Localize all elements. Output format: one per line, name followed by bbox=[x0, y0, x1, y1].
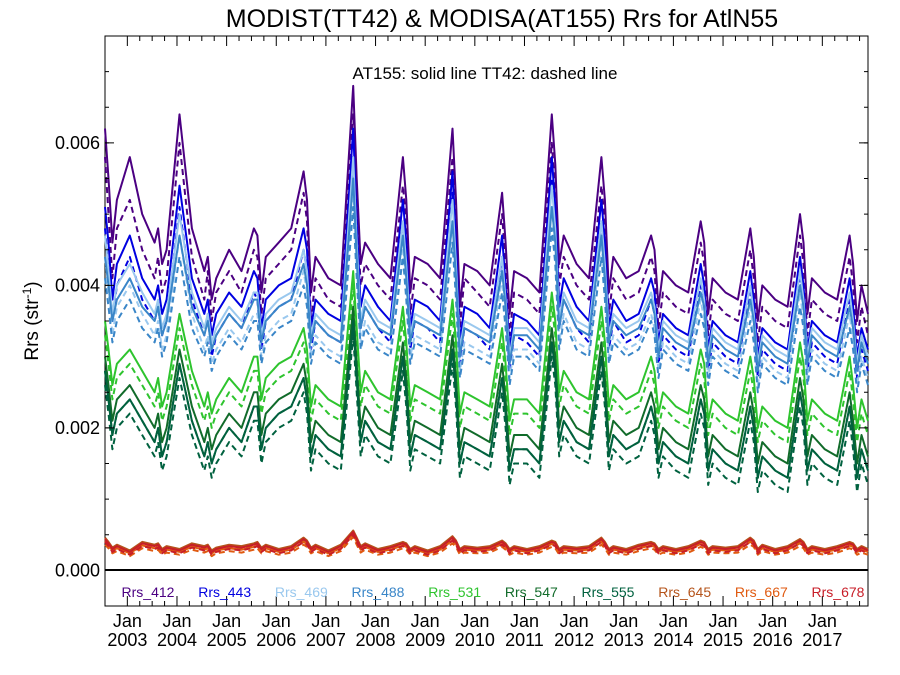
x-tick-label-year: 2014 bbox=[653, 630, 693, 650]
y-axis-label-close: ) bbox=[22, 281, 43, 287]
series-line-Rrs_555-dashed bbox=[104, 334, 869, 493]
legend-item-Rrs_678: Rrs_678 bbox=[812, 584, 865, 600]
x-tick-label-year: 2016 bbox=[753, 630, 793, 650]
y-axis-label-superscript: -1 bbox=[20, 287, 34, 298]
x-tick-label-year: 2004 bbox=[157, 630, 197, 650]
chart-title: MODIST(TT42) & MODISA(AT155) Rrs for Atl… bbox=[226, 5, 778, 33]
series-line-Rrs_547-solid bbox=[104, 305, 869, 465]
x-tick-label-year: 2008 bbox=[356, 630, 396, 650]
legend-item-Rrs_555: Rrs_555 bbox=[582, 584, 635, 600]
x-tick-label-year: 2010 bbox=[455, 630, 495, 650]
x-tick-label-month: Jan bbox=[808, 611, 837, 631]
x-axis-ticks: Jan2003Jan2004Jan2005Jan2006Jan2007Jan20… bbox=[107, 36, 861, 650]
x-tick-label-year: 2005 bbox=[207, 630, 247, 650]
series-line-Rrs_443-solid bbox=[104, 127, 869, 358]
y-axis-label: Rrs (str-1) bbox=[20, 281, 43, 360]
x-tick-label-month: Jan bbox=[262, 611, 291, 631]
series-line-Rrs_667-dashed bbox=[104, 535, 869, 558]
x-tick-label-month: Jan bbox=[659, 611, 688, 631]
series-Rrs_412 bbox=[104, 84, 869, 344]
x-tick-label-year: 2011 bbox=[505, 630, 544, 650]
x-tick-label-year: 2006 bbox=[256, 630, 296, 650]
legend-item-Rrs_547: Rrs_547 bbox=[505, 584, 558, 600]
x-tick-label-month: Jan bbox=[361, 611, 390, 631]
x-tick-label-month: Jan bbox=[709, 611, 738, 631]
legend-item-Rrs_667: Rrs_667 bbox=[735, 584, 788, 600]
x-tick-label-year: 2012 bbox=[554, 630, 594, 650]
x-tick-label-month: Jan bbox=[212, 611, 241, 631]
series-Rrs_488 bbox=[104, 177, 869, 394]
series-line-Rrs_555-solid bbox=[104, 320, 869, 479]
series-line-Rrs_531-solid bbox=[104, 270, 869, 429]
x-tick-label-year: 2003 bbox=[107, 630, 147, 650]
legend-item-Rrs_645: Rrs_645 bbox=[658, 584, 711, 600]
series-line-Rrs_678-solid bbox=[104, 530, 869, 553]
legend: Rrs_412 Rrs_443 Rrs_469 Rrs_488 Rrs_531 Rrs_5… bbox=[122, 584, 865, 600]
y-axis-ticks: 0.000 0.002 0.004 0.006 bbox=[55, 71, 868, 580]
series-line-Rrs_488-solid bbox=[104, 177, 869, 372]
y-tick-label: 0.006 bbox=[55, 133, 100, 153]
x-tick-label-month: Jan bbox=[460, 611, 489, 631]
series-line-Rrs_412-solid bbox=[104, 84, 869, 322]
series-line-Rrs_678-dashed bbox=[104, 533, 869, 556]
x-tick-label-month: Jan bbox=[758, 611, 787, 631]
line-style-annotation: AT155: solid line TT42: dashed line bbox=[353, 64, 618, 83]
y-tick-label: 0.004 bbox=[55, 275, 100, 295]
series-Rrs_555 bbox=[104, 320, 869, 493]
x-tick-label-month: Jan bbox=[113, 611, 142, 631]
legend-item-Rrs_469: Rrs_469 bbox=[275, 584, 328, 600]
x-tick-label-year: 2013 bbox=[604, 630, 644, 650]
series-Rrs_678 bbox=[104, 530, 869, 556]
series-Rrs_469 bbox=[104, 156, 869, 387]
series-layer bbox=[104, 84, 869, 558]
y-tick-label: 0.000 bbox=[55, 560, 100, 580]
x-tick-label-month: Jan bbox=[311, 611, 340, 631]
legend-item-Rrs_412: Rrs_412 bbox=[122, 584, 175, 600]
x-tick-label-month: Jan bbox=[162, 611, 191, 631]
series-line-Rrs_469-dashed bbox=[104, 184, 869, 387]
y-axis-label-main: Rrs (str bbox=[22, 298, 43, 361]
x-tick-label-year: 2007 bbox=[306, 630, 346, 650]
x-tick-label-year: 2009 bbox=[405, 630, 445, 650]
x-tick-label-year: 2015 bbox=[703, 630, 743, 650]
x-tick-label-month: Jan bbox=[609, 611, 638, 631]
x-tick-label-year: 2017 bbox=[802, 630, 842, 650]
series-line-Rrs_645-solid bbox=[104, 529, 869, 552]
series-line-Rrs_469-solid bbox=[104, 156, 869, 365]
legend-item-Rrs_488: Rrs_488 bbox=[352, 584, 405, 600]
series-line-Rrs_488-dashed bbox=[104, 206, 869, 394]
series-Rrs_531 bbox=[104, 270, 869, 444]
x-tick-label-month: Jan bbox=[560, 611, 589, 631]
x-tick-label-month: Jan bbox=[510, 611, 539, 631]
y-tick-label: 0.002 bbox=[55, 418, 100, 438]
legend-item-Rrs_531: Rrs_531 bbox=[428, 584, 481, 600]
legend-item-Rrs_443: Rrs_443 bbox=[198, 584, 251, 600]
x-tick-label-month: Jan bbox=[411, 611, 440, 631]
series-line-Rrs_531-dashed bbox=[104, 284, 869, 444]
